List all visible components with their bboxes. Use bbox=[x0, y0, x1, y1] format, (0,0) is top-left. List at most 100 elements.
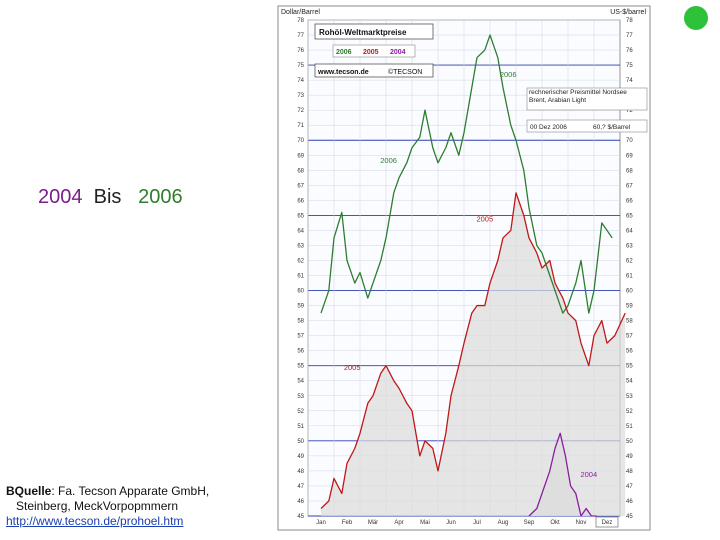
stand-date: 00 Dez 2006 bbox=[530, 124, 567, 131]
annotation-2006: 2006 bbox=[500, 70, 517, 79]
annotation-2006: 2006 bbox=[380, 156, 397, 165]
ytick-label-left: 55 bbox=[297, 364, 304, 370]
brand-text: ©TECSON bbox=[388, 68, 422, 76]
ytick-label-right: 74 bbox=[626, 78, 633, 84]
ytick-label-right: 61 bbox=[626, 274, 633, 280]
ytick-label-left: 70 bbox=[297, 138, 304, 144]
title-bis: Bis bbox=[93, 186, 122, 208]
ytick-label-left: 45 bbox=[297, 514, 304, 520]
ytick-label-right: 78 bbox=[626, 18, 633, 24]
ytick-label-left: 69 bbox=[297, 153, 304, 159]
ytick-label-right: 49 bbox=[626, 454, 633, 460]
ytick-label-right: 53 bbox=[626, 394, 633, 400]
ytick-label-right: 62 bbox=[626, 258, 633, 264]
ytick-label-right: 72 bbox=[626, 108, 633, 114]
legend-box bbox=[332, 44, 416, 58]
ylabel-left: Dollar/Barrel bbox=[281, 9, 320, 16]
ytick-label-right: 56 bbox=[626, 349, 633, 355]
ytick-label-left: 53 bbox=[297, 394, 304, 400]
ytick-label-right: 48 bbox=[626, 469, 633, 475]
ytick-label-left: 78 bbox=[297, 18, 304, 24]
ytick-label-left: 72 bbox=[297, 108, 304, 114]
xtick-label: Mai bbox=[420, 520, 430, 526]
ytick-label-right: 68 bbox=[626, 168, 633, 174]
ytick-label-left: 62 bbox=[297, 258, 304, 264]
slide-title: 2004 Bis 2006 bbox=[38, 186, 183, 209]
source-label: BQuelle bbox=[6, 484, 52, 498]
ytick-label-right: 50 bbox=[626, 439, 633, 445]
ytick-label-left: 61 bbox=[297, 274, 304, 280]
ytick-label-left: 66 bbox=[297, 198, 304, 204]
chart-title-box bbox=[314, 23, 434, 40]
xtick-label: Okt bbox=[550, 520, 560, 526]
info-text: rechnerischer Preismittel Nordsee Brent,… bbox=[529, 89, 627, 104]
ytick-label-left: 74 bbox=[297, 78, 304, 84]
xtick-label: Sep bbox=[524, 520, 535, 526]
ytick-label-right: 64 bbox=[626, 228, 633, 234]
ytick-label-left: 67 bbox=[297, 183, 304, 189]
ytick-label-left: 49 bbox=[297, 454, 304, 460]
ytick-label-left: 48 bbox=[297, 469, 304, 475]
source-text: : Fa. Tecson Apparate GmbH, bbox=[51, 484, 210, 498]
series-line-2004 bbox=[528, 432, 597, 517]
url-text: www.tecson.de bbox=[317, 69, 369, 76]
xtick-label: Nov bbox=[576, 520, 587, 526]
info-box bbox=[526, 87, 648, 111]
ytick-label-right: 52 bbox=[626, 409, 633, 415]
series-line-2005 bbox=[320, 192, 626, 509]
series-fill-2004 bbox=[529, 433, 597, 516]
annotation-2005: 2005 bbox=[476, 214, 493, 223]
ytick-label-right: 75 bbox=[626, 63, 633, 69]
ytick-label-right: 76 bbox=[626, 48, 633, 54]
chart-title: Rohöl-Weltmarktpreise bbox=[319, 28, 407, 37]
xtick-label: Feb bbox=[342, 520, 353, 526]
ytick-label-left: 59 bbox=[297, 304, 304, 310]
title-year-2004: 2004 bbox=[38, 186, 83, 208]
xtick-label: Jul bbox=[473, 520, 481, 526]
ytick-label-right: 46 bbox=[626, 499, 633, 505]
ytick-label-left: 51 bbox=[297, 424, 304, 430]
xtick-label: Mär bbox=[368, 520, 378, 526]
ytick-label-left: 50 bbox=[297, 439, 304, 445]
legend-entry-2006: 2006 bbox=[336, 49, 352, 56]
ytick-label-right: 66 bbox=[626, 198, 633, 204]
source-link[interactable]: http://www.tecson.de/prohoel.htm bbox=[6, 514, 184, 528]
title-year-2006: 2006 bbox=[138, 186, 183, 208]
ytick-label-right: 45 bbox=[626, 514, 633, 520]
ytick-label-right: 60 bbox=[626, 289, 633, 295]
legend-entry-2005: 2005 bbox=[363, 49, 379, 56]
ytick-label-left: 46 bbox=[297, 499, 304, 505]
ytick-label-right: 65 bbox=[626, 213, 633, 219]
xtick-label: Aug bbox=[498, 520, 509, 526]
annotation-2005: 2005 bbox=[344, 363, 361, 372]
stand-value: 60,? $/Barrel bbox=[593, 124, 631, 131]
ytick-label-left: 56 bbox=[297, 349, 304, 355]
info-box-content: rechnerischer Preismittel Nordsee Brent,… bbox=[529, 89, 627, 104]
ytick-label-left: 76 bbox=[297, 48, 304, 54]
current-month-marker bbox=[595, 516, 619, 528]
ylabel-right: US-$/barrel bbox=[610, 9, 646, 16]
ytick-label-left: 57 bbox=[297, 334, 304, 340]
ytick-label-right: 70 bbox=[626, 138, 633, 144]
ytick-label-left: 64 bbox=[297, 228, 304, 234]
ytick-label-right: 59 bbox=[626, 304, 633, 310]
ytick-label-left: 52 bbox=[297, 409, 304, 415]
ytick-label-left: 60 bbox=[297, 289, 304, 295]
ytick-label-right: 55 bbox=[626, 364, 633, 370]
ytick-label-left: 54 bbox=[297, 379, 304, 385]
ytick-label-left: 75 bbox=[297, 63, 304, 69]
ytick-label-right: 58 bbox=[626, 319, 633, 325]
source-line2: Steinberg, MeckVorpopmmern bbox=[16, 499, 179, 513]
ytick-label-left: 47 bbox=[297, 484, 304, 490]
ytick-label-left: 58 bbox=[297, 319, 304, 325]
xtick-label: Jan bbox=[316, 520, 326, 526]
xtick-label: Dez bbox=[602, 520, 613, 526]
ytick-label-right: 54 bbox=[626, 379, 633, 385]
ytick-label-right: 67 bbox=[626, 183, 633, 189]
ytick-label-left: 77 bbox=[297, 33, 304, 39]
ytick-label-left: 68 bbox=[297, 168, 304, 174]
annotation-2004: 2004 bbox=[580, 470, 597, 479]
series-line-2006 bbox=[320, 34, 613, 314]
stand-box bbox=[526, 119, 648, 133]
